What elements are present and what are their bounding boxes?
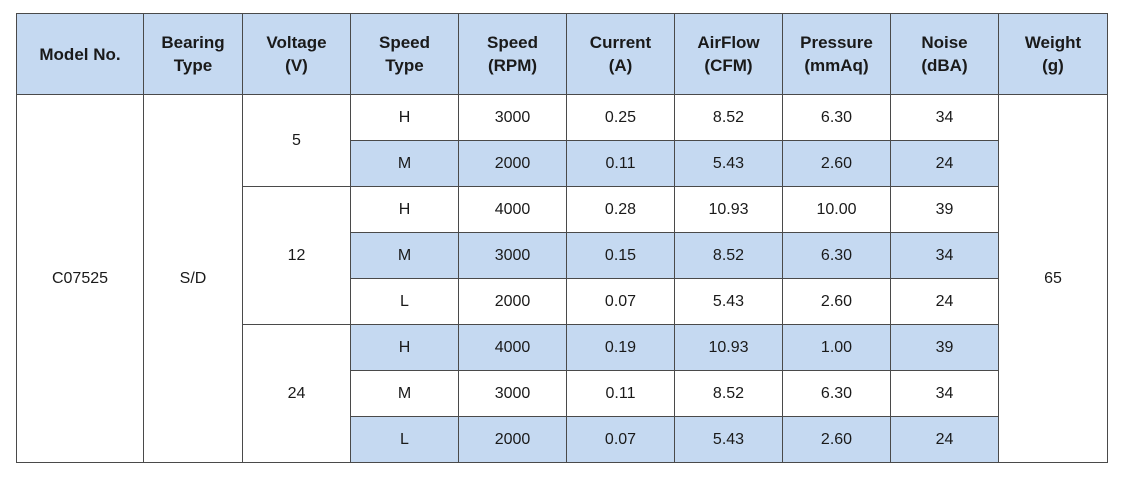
model-cell: C07525 — [16, 94, 144, 463]
weight-cell: 65 — [998, 94, 1108, 463]
noise-cell: 34 — [890, 232, 999, 279]
rpm-cell: 2000 — [458, 416, 567, 463]
current-cell: 0.07 — [566, 278, 675, 325]
speed-type-cell: M — [350, 232, 459, 279]
rpm-cell: 4000 — [458, 324, 567, 371]
bearing-cell: S/D — [143, 94, 243, 463]
header-speed-type: Speed Type — [350, 13, 459, 95]
voltage-cell: 5 — [242, 94, 351, 187]
pressure-cell: 2.60 — [782, 416, 891, 463]
voltage-cell: 24 — [242, 324, 351, 463]
pressure-cell: 10.00 — [782, 186, 891, 233]
table-row: M 3000 0.11 8.52 6.30 34 — [17, 370, 1108, 417]
rpm-cell: 2000 — [458, 140, 567, 187]
rpm-cell: 2000 — [458, 278, 567, 325]
airflow-cell: 5.43 — [674, 140, 783, 187]
noise-cell: 34 — [890, 370, 999, 417]
current-cell: 0.11 — [566, 370, 675, 417]
airflow-cell: 8.52 — [674, 232, 783, 279]
noise-cell: 39 — [890, 186, 999, 233]
header-noise: Noise (dBA) — [890, 13, 999, 95]
noise-cell: 24 — [890, 416, 999, 463]
rpm-cell: 3000 — [458, 370, 567, 417]
table-row: M 2000 0.11 5.43 2.60 24 — [17, 140, 1108, 187]
voltage-cell: 12 — [242, 186, 351, 325]
speed-type-cell: M — [350, 370, 459, 417]
speed-type-cell: H — [350, 186, 459, 233]
pressure-cell: 6.30 — [782, 232, 891, 279]
header-speed-rpm: Speed (RPM) — [458, 13, 567, 95]
noise-cell: 24 — [890, 278, 999, 325]
header-model-no: Model No. — [16, 13, 144, 95]
pressure-cell: 1.00 — [782, 324, 891, 371]
header-airflow: AirFlow (CFM) — [674, 13, 783, 95]
header-current: Current (A) — [566, 13, 675, 95]
pressure-cell: 6.30 — [782, 94, 891, 141]
header-bearing-type: Bearing Type — [143, 13, 243, 95]
airflow-cell: 10.93 — [674, 186, 783, 233]
airflow-cell: 8.52 — [674, 370, 783, 417]
pressure-cell: 2.60 — [782, 278, 891, 325]
table-row: L 2000 0.07 5.43 2.60 24 — [17, 278, 1108, 325]
speed-type-cell: L — [350, 416, 459, 463]
speed-type-cell: L — [350, 278, 459, 325]
speed-type-cell: H — [350, 94, 459, 141]
speed-type-cell: M — [350, 140, 459, 187]
table-row: L 2000 0.07 5.43 2.60 24 — [17, 416, 1108, 463]
current-cell: 0.25 — [566, 94, 675, 141]
current-cell: 0.28 — [566, 186, 675, 233]
rpm-cell: 4000 — [458, 186, 567, 233]
airflow-cell: 10.93 — [674, 324, 783, 371]
current-cell: 0.19 — [566, 324, 675, 371]
current-cell: 0.11 — [566, 140, 675, 187]
pressure-cell: 2.60 — [782, 140, 891, 187]
speed-type-cell: H — [350, 324, 459, 371]
current-cell: 0.07 — [566, 416, 675, 463]
airflow-cell: 5.43 — [674, 278, 783, 325]
header-weight: Weight (g) — [998, 13, 1108, 95]
noise-cell: 39 — [890, 324, 999, 371]
pressure-cell: 6.30 — [782, 370, 891, 417]
header-pressure: Pressure (mmAq) — [782, 13, 891, 95]
current-cell: 0.15 — [566, 232, 675, 279]
fan-spec-table: Model No. Bearing Type Voltage (V) Speed Ty… — [16, 13, 1108, 463]
noise-cell: 24 — [890, 140, 999, 187]
table-row: C07525 S/D 5 H 3000 0.25 8.52 6.30 34 65 — [16, 94, 1108, 463]
airflow-cell: 8.52 — [674, 94, 783, 141]
airflow-cell: 5.43 — [674, 416, 783, 463]
noise-cell: 34 — [890, 94, 999, 141]
rpm-cell: 3000 — [458, 232, 567, 279]
header-voltage: Voltage (V) — [242, 13, 351, 95]
table-row: 24 H 4000 0.19 10.93 1.00 39 — [17, 324, 1108, 463]
rpm-cell: 3000 — [458, 94, 567, 141]
table-header-row: Model No. Bearing Type Voltage (V) Speed Ty… — [16, 13, 1108, 95]
